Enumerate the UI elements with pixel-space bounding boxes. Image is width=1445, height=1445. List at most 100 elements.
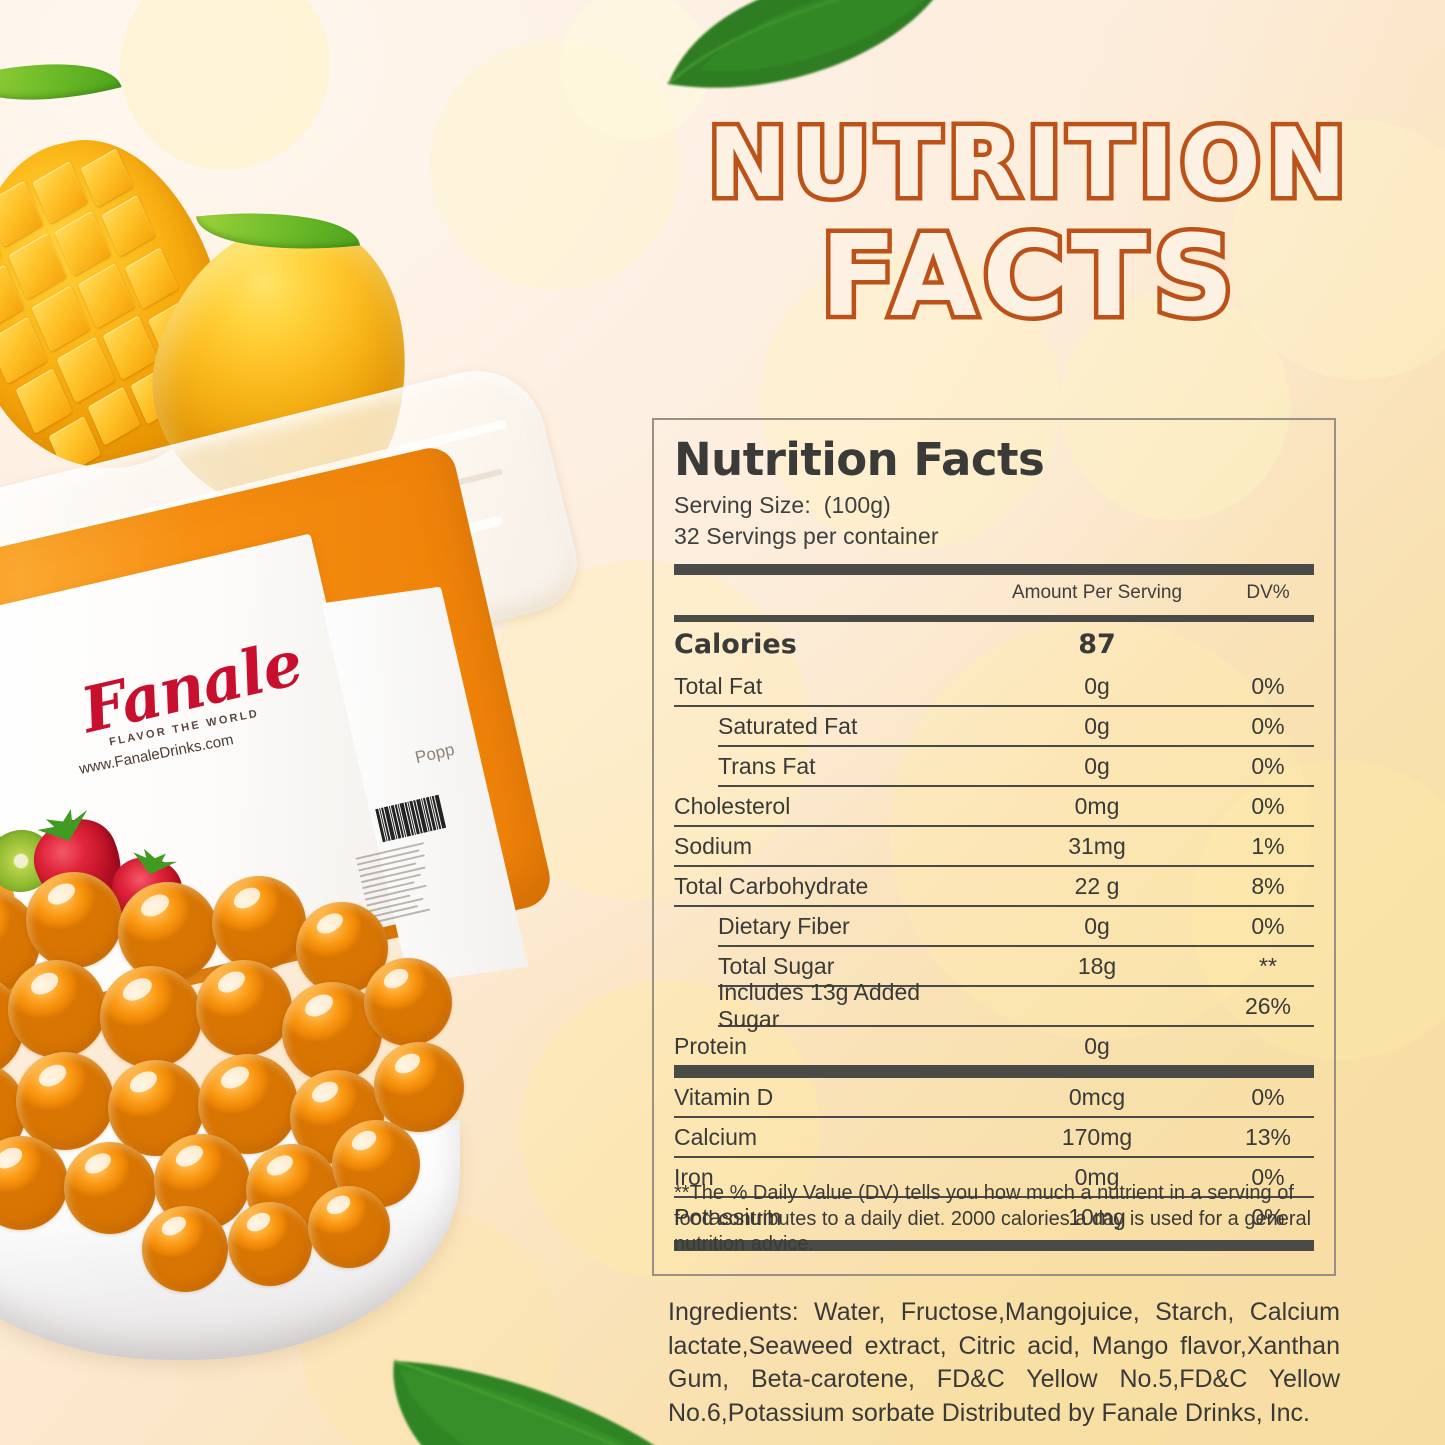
table-row: Protein 0g xyxy=(674,1027,1314,1065)
strawberry xyxy=(102,848,188,945)
nutrient-label: Includes 13g Added Sugar xyxy=(718,979,921,1033)
popping-boba-pearl xyxy=(364,958,452,1046)
table-row: Calcium 170mg 13% xyxy=(674,1118,1314,1156)
popping-boba-pearl xyxy=(16,1052,114,1150)
nutrient-amount: 0g xyxy=(1084,752,1110,779)
row-divider xyxy=(718,985,1314,988)
popping-boba-pearl xyxy=(100,966,202,1068)
popping-boba-pearl xyxy=(374,1042,464,1132)
nutrient-label: Total Fat xyxy=(674,672,763,699)
table-row: Sodium 31mg 1% xyxy=(674,827,1314,865)
mango-leaf xyxy=(0,40,122,124)
poster-title-line-1: NUTRITION xyxy=(703,109,1353,219)
nutrient-amount: 22 g xyxy=(1074,872,1120,899)
divider-medium xyxy=(674,615,1314,623)
table-row: Dietary Fiber 0g 0% xyxy=(674,907,1314,945)
nutrient-label: Protein xyxy=(674,1032,747,1059)
nutrient-label: Cholesterol xyxy=(674,792,791,819)
nutrient-daily-value: 0% xyxy=(1251,1163,1285,1190)
row-divider xyxy=(674,1196,1314,1199)
nutrient-amount: 0g xyxy=(1084,912,1110,939)
nutrient-amount: 0g xyxy=(1084,712,1110,739)
table-row: Iron 0mg 0% xyxy=(674,1158,1314,1196)
nutrient-daily-value: 0% xyxy=(1251,912,1285,939)
row-divider xyxy=(674,825,1314,828)
row-divider xyxy=(674,905,1314,908)
nutrient-daily-value: 0% xyxy=(1251,1083,1285,1110)
popping-boba-pearl xyxy=(26,872,122,968)
table-row: Total Fat 0g 0% xyxy=(674,667,1314,705)
table-row: Total Carbohydrate 22 g 8% xyxy=(674,867,1314,905)
table-row: Vitamin D 0mcg 0% xyxy=(674,1078,1314,1116)
table-row-calories: Calories 87 xyxy=(674,622,1314,667)
nutrition-facts-body: Nutrition Facts Serving Size: (100g) 32 … xyxy=(654,420,1334,1252)
popping-boba-pearl xyxy=(308,1186,390,1268)
nutrient-amount: 0mg xyxy=(1074,792,1120,819)
nutrient-amount: 0mg xyxy=(1074,1163,1120,1190)
row-divider xyxy=(718,785,1314,788)
calories-label: Calories xyxy=(674,629,797,661)
nutrient-amount: 10mg xyxy=(1068,1203,1126,1230)
row-divider xyxy=(718,745,1314,748)
strawberry-leaf-icon xyxy=(133,848,178,875)
table-column-headers: Amount Per Serving DV% xyxy=(674,575,1314,611)
product-photograph: Fanale FLAVOR THE WORLD www.FanaleDrinks… xyxy=(0,30,588,1360)
strawberry xyxy=(23,807,137,929)
popping-boba-pearl xyxy=(118,882,218,982)
divider-thick-micronutrients xyxy=(674,1067,1314,1079)
nutrient-daily-value: ** xyxy=(1259,952,1277,979)
popping-boba-pearl xyxy=(212,876,306,970)
nutrient-daily-value: 26% xyxy=(1244,992,1292,1019)
nutrient-daily-value: 8% xyxy=(1251,872,1285,899)
servings-per-container: 32 Servings per container xyxy=(674,523,939,550)
popping-boba-pearl xyxy=(142,1206,228,1292)
popping-boba-pearl xyxy=(228,1202,312,1286)
poster-title: NUTRITION FACTS xyxy=(640,109,1420,343)
nutrient-label: Saturated Fat xyxy=(718,712,858,739)
table-row: Total Sugar 18g ** xyxy=(674,947,1314,985)
nutrient-daily-value: 0% xyxy=(1251,712,1285,739)
table-row: Trans Fat 0g 0% xyxy=(674,747,1314,785)
nutrient-label: Total Carbohydrate xyxy=(674,872,869,899)
row-divider xyxy=(674,705,1314,708)
nutrient-label: Vitamin D xyxy=(674,1083,774,1110)
nutrient-daily-value: 13% xyxy=(1244,1123,1292,1150)
nutrient-amount: 170mg xyxy=(1061,1123,1133,1150)
divider-thick-bottom xyxy=(674,1240,1314,1252)
divider-thick-top xyxy=(674,564,1314,576)
nutrient-amount: 0g xyxy=(1084,672,1110,699)
nutrient-amount: 31mg xyxy=(1068,832,1126,859)
serving-size-line: Serving Size: (100g) xyxy=(674,492,1314,519)
nutrient-label: Dietary Fiber xyxy=(718,912,850,939)
row-divider xyxy=(674,1116,1314,1119)
table-row: Cholesterol 0mg 0% xyxy=(674,787,1314,825)
nutrition-facts-heading: Nutrition Facts xyxy=(674,433,1045,486)
popping-boba-pearl xyxy=(8,960,106,1058)
row-divider xyxy=(674,1065,1314,1068)
row-divider xyxy=(718,945,1314,948)
nutrient-daily-value: 0% xyxy=(1251,672,1285,699)
nutrient-label: Total Sugar xyxy=(718,952,835,979)
nutrient-label: Calcium xyxy=(674,1123,758,1150)
nutrient-amount: 0mcg xyxy=(1068,1083,1126,1110)
nutrient-rows: Total Fat 0g 0% Saturated Fat 0g 0% Trans Fat 0… xyxy=(674,667,1314,1068)
poster-title-line-2: FACTS xyxy=(816,212,1240,343)
nutrient-amount: 0g xyxy=(1084,1032,1110,1059)
nutrient-daily-value: 0% xyxy=(1251,1203,1285,1230)
serving-size-label: Serving Size: xyxy=(674,492,811,519)
nutrient-daily-value: 0% xyxy=(1251,752,1285,779)
row-divider xyxy=(674,865,1314,868)
nutrient-label: Trans Fat xyxy=(718,752,816,779)
strawberry-leaf-icon xyxy=(37,809,88,842)
table-row: Potassium 10mg 0% xyxy=(674,1198,1314,1236)
micronutrient-rows: Vitamin D 0mcg 0% Calcium 170mg 13% Iron 0mg 0% P… xyxy=(674,1078,1314,1236)
popping-boba-pearl xyxy=(196,960,292,1056)
daily-value-footnote: **The % Daily Value (DV) tells you how m… xyxy=(674,1182,1312,1256)
ingredients-text: Ingredients: Water, Fructose,Mangojuice,… xyxy=(668,1298,1340,1427)
table-row: Saturated Fat 0g 0% xyxy=(674,707,1314,745)
column-header-amount: Amount Per Serving xyxy=(1011,582,1183,604)
nutrient-daily-value: 0% xyxy=(1251,792,1285,819)
nutrient-label: Sodium xyxy=(674,832,752,859)
row-divider xyxy=(674,1156,1314,1159)
